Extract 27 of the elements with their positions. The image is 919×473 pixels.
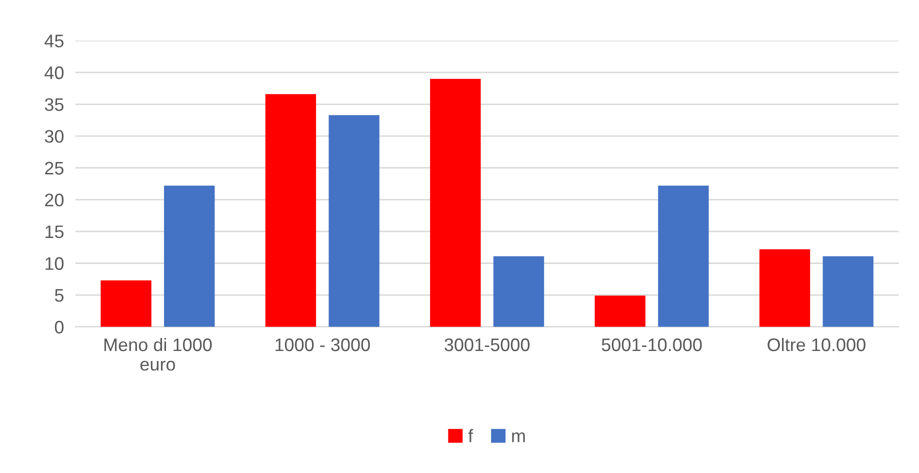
legend-label: m [512, 432, 525, 442]
bar [594, 296, 646, 327]
x-tick-label: 5001-10.000 [602, 338, 702, 352]
bar [759, 249, 810, 327]
bar [164, 186, 215, 327]
y-tick-label: 35 [44, 98, 64, 111]
bar [430, 78, 481, 327]
bar [265, 94, 316, 327]
bar [100, 280, 152, 327]
y-tick-label: 5 [54, 289, 64, 302]
bar [658, 186, 709, 327]
x-tick-label: Oltre 10.000 [768, 338, 866, 352]
bar [493, 256, 544, 327]
y-tick-label: 20 [45, 194, 64, 206]
legend-label: f [468, 429, 474, 442]
y-tick-label: 0 [54, 320, 64, 334]
y-tick-label: 30 [44, 130, 64, 143]
y-tick-label: 40 [44, 66, 64, 80]
y-tick-label: 10 [46, 257, 64, 270]
x-tick-label: Meno di 1000 euro [104, 338, 212, 371]
bar [822, 256, 874, 327]
y-tick-label: 45 [44, 34, 64, 48]
x-tick-label: 3001-5000 [444, 338, 530, 352]
bar [328, 115, 380, 327]
x-tick-label: 1000 - 3000 [276, 338, 370, 352]
y-tick-label: 25 [45, 162, 64, 175]
y-tick-label: 15 [46, 226, 64, 238]
